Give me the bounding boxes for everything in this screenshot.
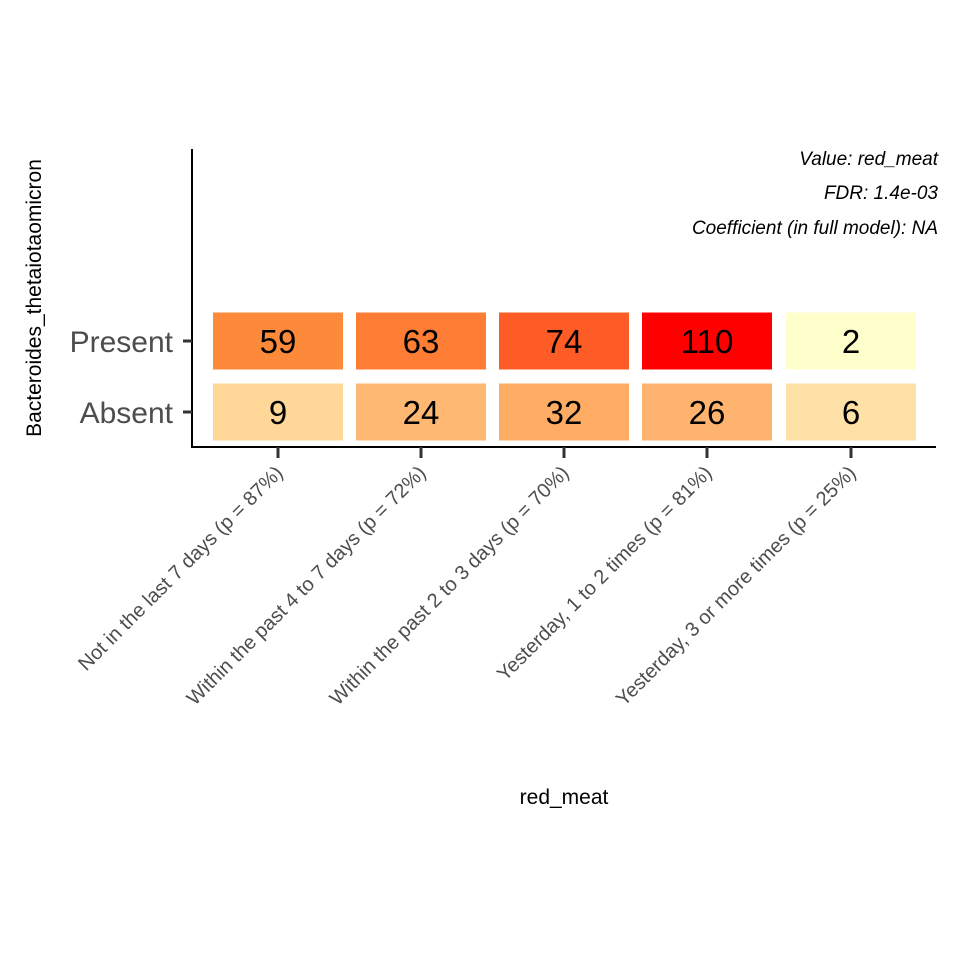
annotation-fdr: FDR: 1.4e-03 xyxy=(824,183,938,204)
x-tick-label: Within the past 4 to 7 days (p = 72%) xyxy=(183,462,431,710)
y-tick-label: Present xyxy=(70,326,174,359)
cell-value-label: 32 xyxy=(546,394,583,431)
cell-value-label: 6 xyxy=(842,394,860,431)
cell-value-label: 63 xyxy=(403,323,440,360)
x-ticks: Not in the last 7 days (p = 87%)Within t… xyxy=(74,447,861,711)
cell-value-label: 9 xyxy=(269,394,287,431)
heatmap-cell-present-4 xyxy=(642,312,772,370)
x-tick-label: Within the past 2 to 3 days (p = 70%) xyxy=(326,462,574,710)
annotation-coefficient: Coefficient (in full model): NA xyxy=(692,218,938,239)
y-tick-label: Absent xyxy=(80,397,174,430)
cell-value-label: 2 xyxy=(842,323,860,360)
heatmap-cell-present-5 xyxy=(786,312,916,370)
cell-value-label: 24 xyxy=(403,394,440,431)
heatmap-cell-absent-3 xyxy=(499,383,629,441)
cell-value-label: 26 xyxy=(689,394,726,431)
heatmap-cell-present-3 xyxy=(499,312,629,370)
annotation-value: Value: red_meat xyxy=(799,149,938,170)
x-tick-label: Yesterday, 3 or more times (p = 25%) xyxy=(612,462,861,711)
heatmap-cell-absent-2 xyxy=(356,383,486,441)
cell-value-label: 74 xyxy=(546,323,583,360)
heatmap-cells: 59 63 74 110 2 9 24 32 26 6 xyxy=(213,312,916,441)
annotations: Value: red_meat FDR: 1.4e-03 Coefficient… xyxy=(692,149,939,239)
heatmap-cell-present-1 xyxy=(213,312,343,370)
heatmap-cell-present-2 xyxy=(356,312,486,370)
cell-value-label: 110 xyxy=(681,323,734,360)
cell-value-label: 59 xyxy=(260,323,297,360)
heatmap-cell-absent-5 xyxy=(786,383,916,441)
y-ticks: Present Absent xyxy=(70,326,192,430)
heatmap-cell-absent-1 xyxy=(213,383,343,441)
x-axis-title: red_meat xyxy=(520,786,609,809)
heatmap-cell-absent-4 xyxy=(642,383,772,441)
y-axis-title: Bacteroides_thetaiotaomicron xyxy=(23,159,46,437)
